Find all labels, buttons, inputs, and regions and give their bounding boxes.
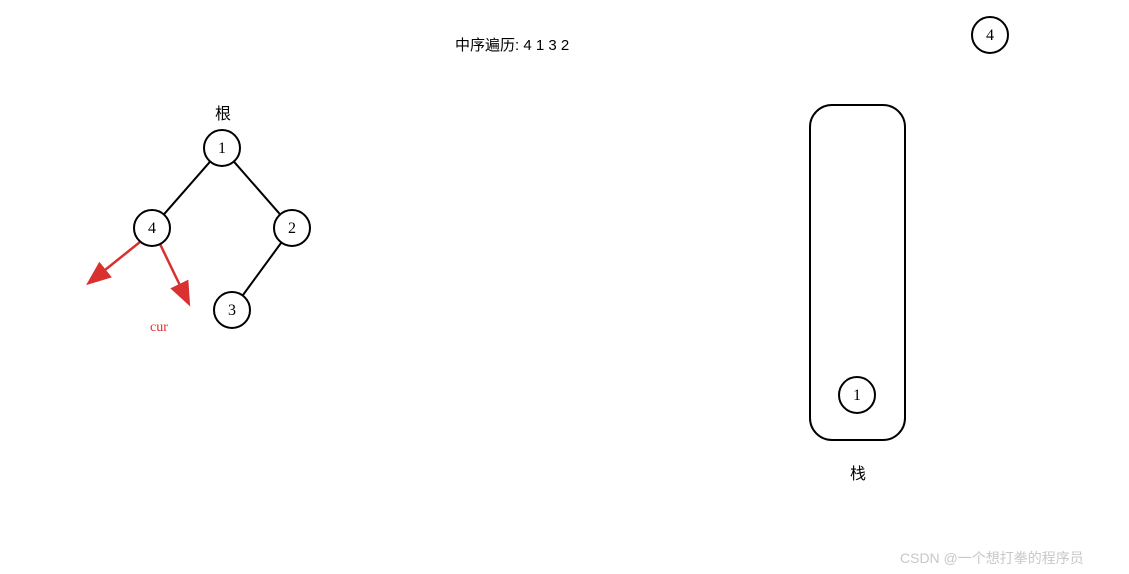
- svg-text:2: 2: [288, 220, 296, 237]
- root-label: 根: [215, 100, 231, 124]
- watermark-text: CSDN @一个想打拳的程序员: [900, 548, 1084, 568]
- title-prefix: 中序遍历:: [455, 37, 523, 54]
- tree-nodes: 1 4 2 3: [134, 130, 310, 328]
- diagram-canvas: 1423 14: [0, 0, 1129, 574]
- stack-label: 栈: [850, 460, 866, 484]
- svg-text:4: 4: [986, 27, 994, 44]
- svg-text:4: 4: [148, 220, 156, 237]
- title-sequence: 4 1 3 2: [523, 37, 569, 54]
- pointer-arrows: [90, 242, 188, 302]
- svg-text:1: 1: [853, 387, 861, 404]
- stack-container: 14: [810, 17, 1008, 440]
- svg-text:1: 1: [218, 140, 226, 157]
- tree-edges: [164, 162, 282, 296]
- traversal-title: 中序遍历: 4 1 3 2: [455, 34, 569, 55]
- svg-text:3: 3: [228, 302, 236, 319]
- cur-pointer-label: cur: [150, 320, 168, 336]
